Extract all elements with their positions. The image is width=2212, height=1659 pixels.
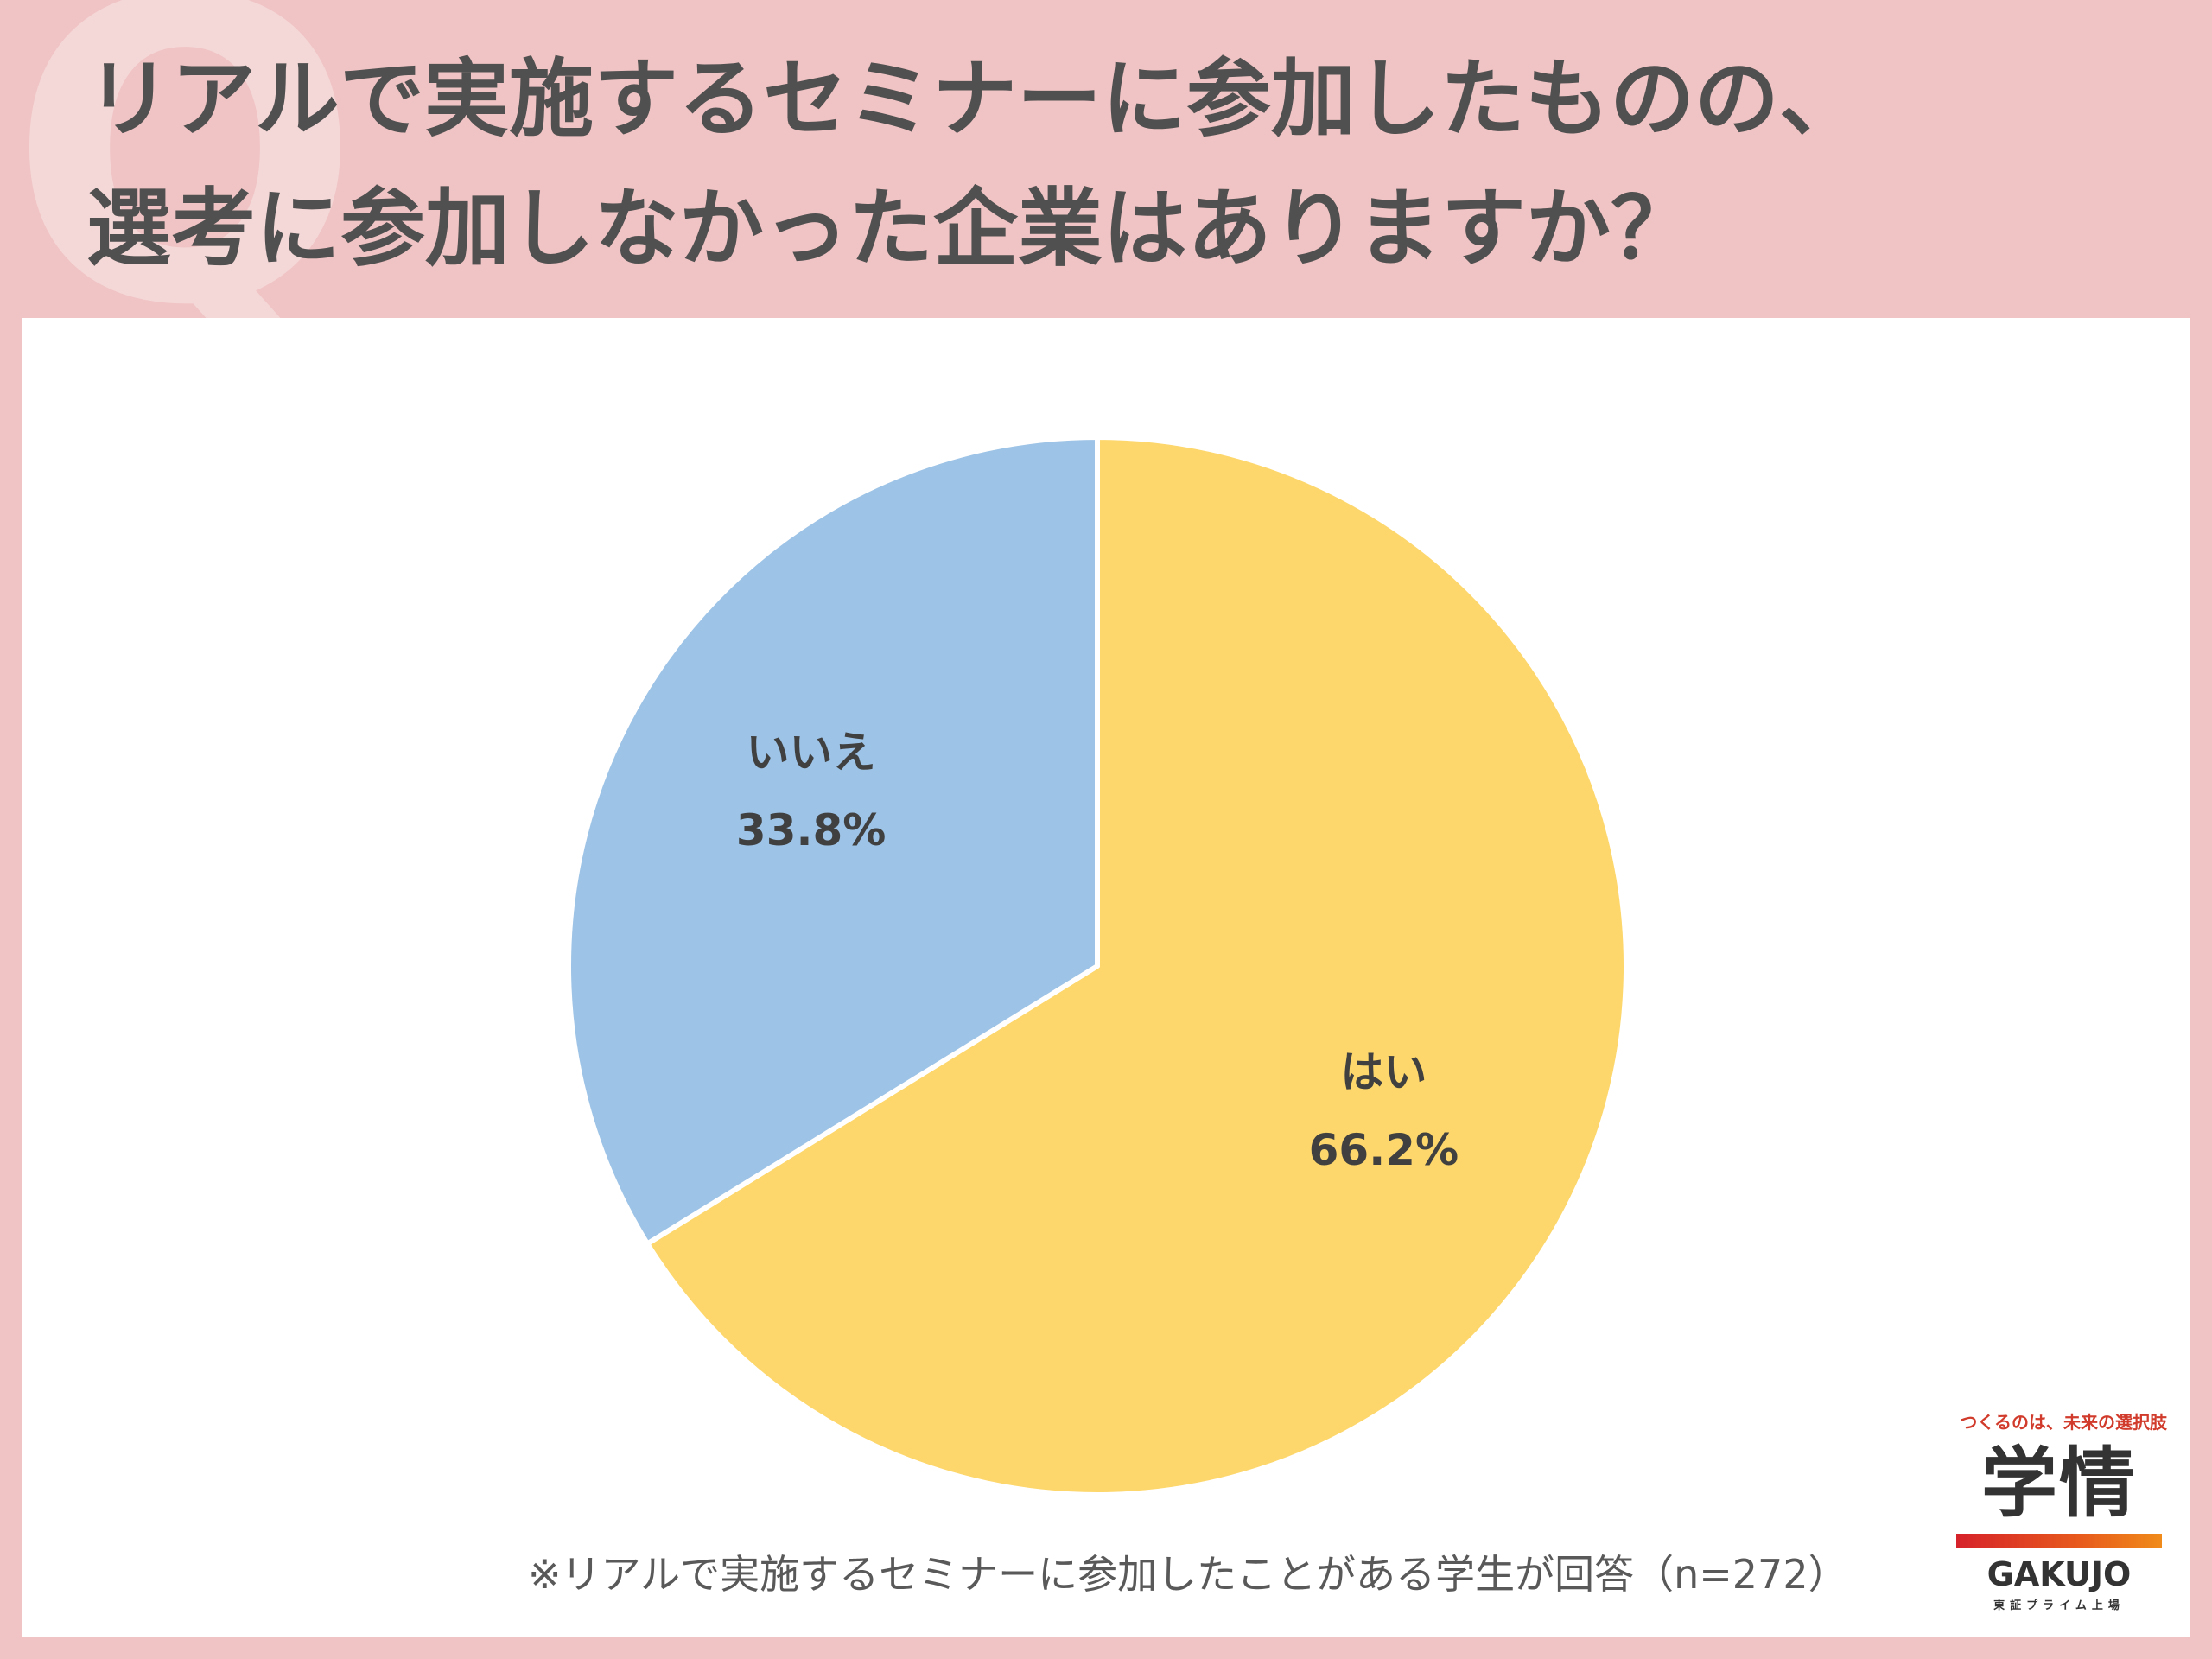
title-line-1: リアルで実施するセミナーに参加したものの、: [86, 50, 1865, 149]
pie-slice-value-0: 66.2%: [1309, 1125, 1459, 1175]
pie-slice-label-1: いいえ: [747, 728, 876, 778]
chart-footnote: ※リアルで実施するセミナーに参加したことがある学生が回答（n=272）: [528, 1551, 1848, 1598]
gakujo-logo: つくるのは、未来の選択肢 学情 GAKUJO 東証プライム上場: [1951, 1408, 2167, 1612]
pie-slice-0: [645, 435, 1629, 1497]
pie-labels: はい 66.2% いいえ 33.8%: [736, 728, 1459, 1175]
pie-slice-label-0: はい: [1340, 1047, 1427, 1097]
logo-wordmark: GAKUJO: [1986, 1555, 2132, 1593]
logo-bar: [1956, 1534, 2162, 1548]
q-watermark: Q: [9, 0, 362, 397]
title-line-2: 選考に参加しなかった企業はありますか？: [86, 180, 1696, 278]
pie-slice-value-1: 33.8%: [736, 805, 886, 855]
chart-panel: はい 66.2% いいえ 33.8% ※リアルで実施するセミナーに参加したことがある学…: [22, 318, 2190, 1637]
logo-subtitle: 東証プライム上場: [1993, 1599, 2125, 1612]
logo-tagline: つくるのは、未来の選択肢: [1960, 1412, 2167, 1433]
pie-slices: [566, 435, 1629, 1497]
pie-slice-1: [566, 435, 1100, 1247]
pie-chart: はい 66.2% いいえ 33.8%: [566, 435, 1629, 1497]
logo-kanji: 学情: [1980, 1439, 2137, 1528]
page-title: リアルで実施するセミナーに参加したものの、 選考に参加しなかった企業はありますか…: [86, 35, 2143, 294]
